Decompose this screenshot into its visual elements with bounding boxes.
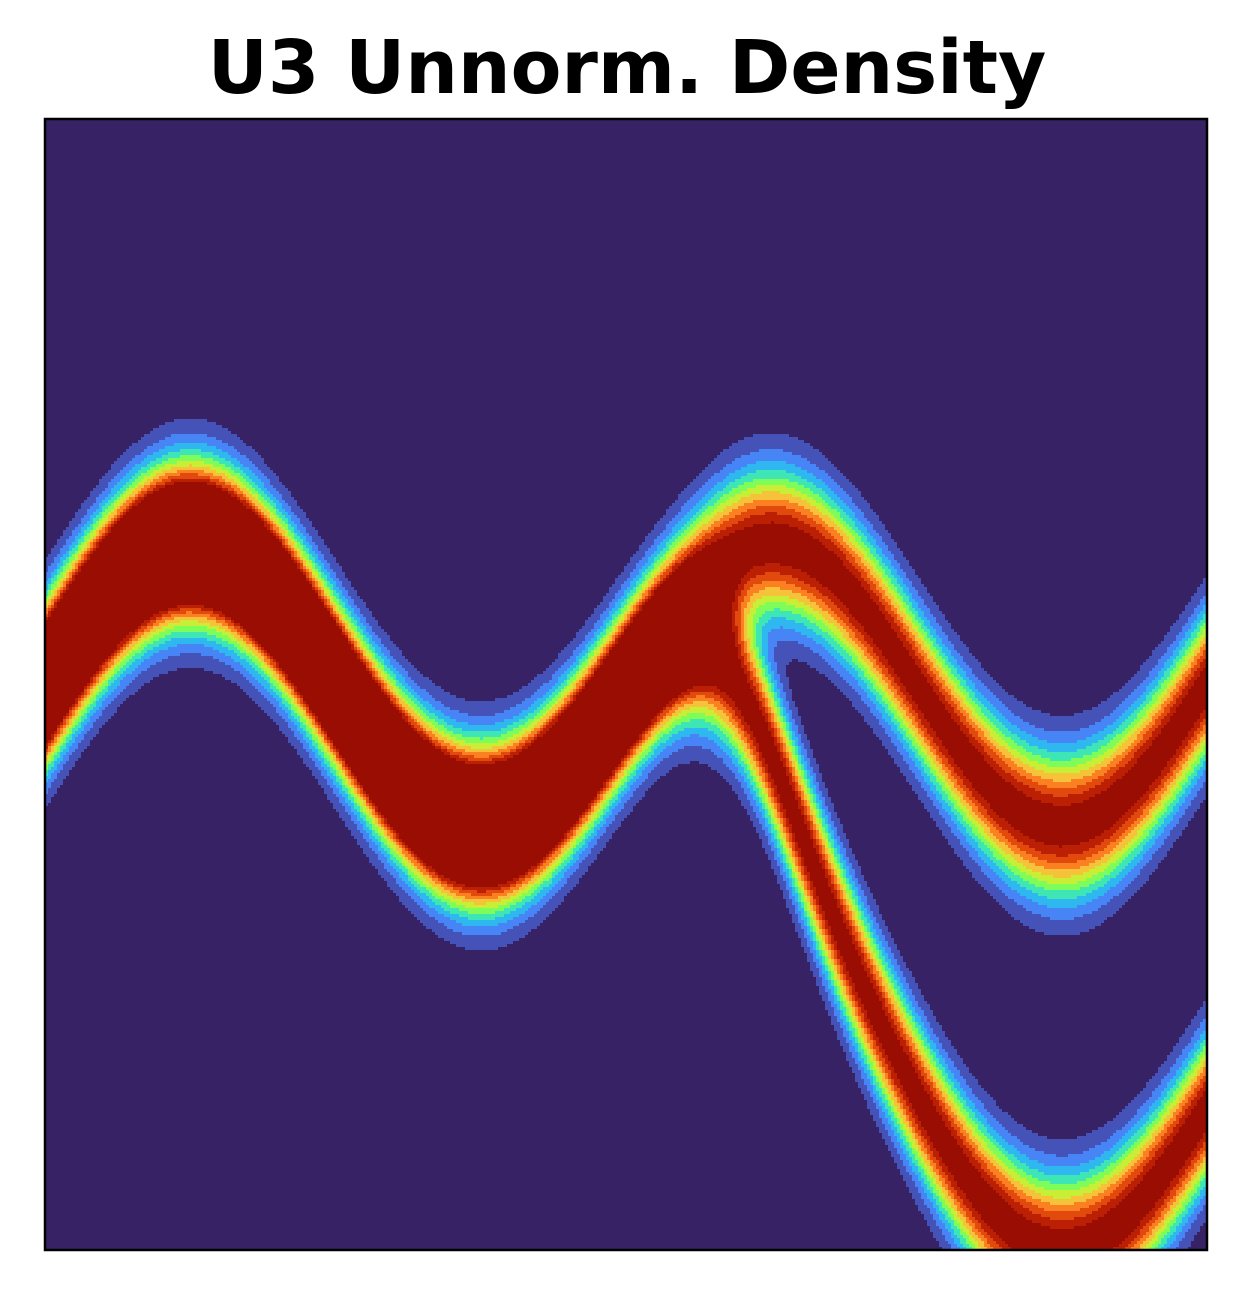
plot-area	[43, 117, 1209, 1252]
density-contours	[45, 419, 1207, 1250]
chart-title: U3 Unnorm. Density	[208, 25, 1046, 111]
contour-level-11	[45, 482, 1207, 1250]
contour-level-4	[45, 449, 1207, 1250]
contour-level-9	[45, 473, 1207, 1250]
contour-level-3	[45, 443, 1207, 1250]
plot-frame	[43, 117, 1209, 1252]
